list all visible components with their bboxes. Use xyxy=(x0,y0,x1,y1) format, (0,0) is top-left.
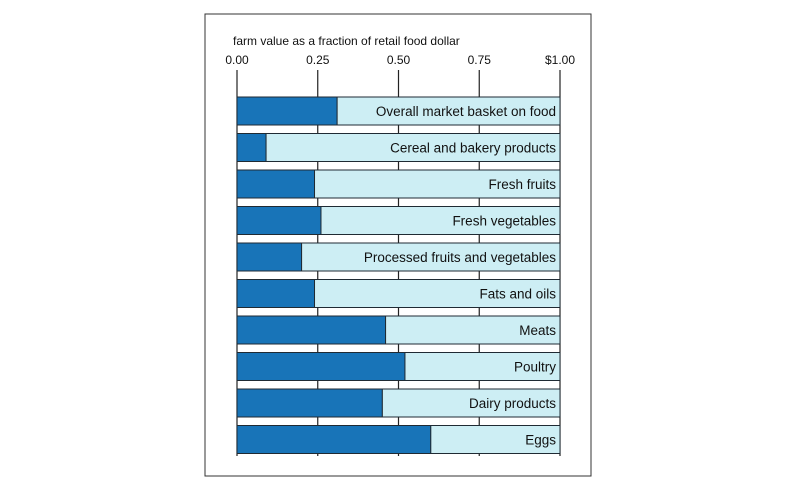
bar-retail-remainder xyxy=(314,279,561,308)
category-label: Overall market basket on food xyxy=(376,104,556,119)
category-label: Eggs xyxy=(525,433,556,448)
tick-label: 0.75 xyxy=(468,53,492,67)
bar-farm-value xyxy=(236,279,316,308)
category-label: Fresh fruits xyxy=(488,177,556,192)
bar-farm-value xyxy=(236,206,322,235)
bar-farm-value xyxy=(236,352,406,381)
bar-farm-value xyxy=(236,169,316,199)
bar-retail-remainder xyxy=(430,425,561,454)
bars: Overall market basket on food Cereal and … xyxy=(236,96,561,454)
category-label: Poultry xyxy=(514,360,556,375)
category-label: Dairy products xyxy=(469,396,556,411)
bar-retail-remainder xyxy=(336,96,561,126)
bar-retail-remainder xyxy=(314,169,561,199)
bar-retail-remainder xyxy=(301,242,561,272)
category-label: Meats xyxy=(519,323,556,338)
tick-label: 0.00 xyxy=(225,53,249,67)
bar-retail-remainder xyxy=(404,352,561,381)
bar-farm-value xyxy=(236,242,303,272)
category-label: Fats and oils xyxy=(479,287,556,302)
axis-title: farm value as a fraction of retail food … xyxy=(233,34,460,48)
bar-farm-value xyxy=(236,425,432,454)
bar-farm-value xyxy=(236,388,383,418)
tick-label: $1.00 xyxy=(545,53,575,67)
bar-retail-remainder xyxy=(265,133,561,162)
bar-retail-remainder xyxy=(320,206,561,235)
x-axis-ticks: 0.00 0.25 0.50 0.75 $1.00 xyxy=(225,53,575,67)
bar-retail-remainder xyxy=(385,315,561,345)
bar-farm-value xyxy=(236,315,387,345)
tick-label: 0.25 xyxy=(306,53,330,67)
bar-retail-remainder xyxy=(381,388,561,418)
category-label: Processed fruits and vegetables xyxy=(364,250,556,265)
category-label: Cereal and bakery products xyxy=(390,141,556,156)
bar-farm-value xyxy=(236,96,338,126)
plot-frame xyxy=(204,13,592,477)
bar-farm-value xyxy=(236,133,267,162)
tick-label: 0.50 xyxy=(387,53,411,67)
category-label: Fresh vegetables xyxy=(452,214,556,229)
